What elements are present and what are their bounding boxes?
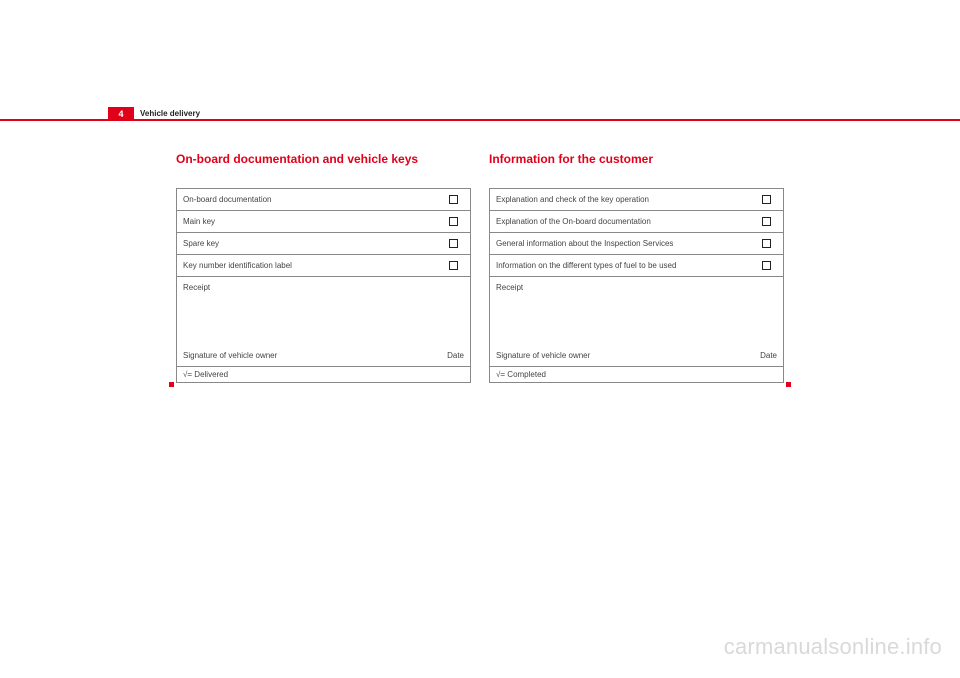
date-label: Date: [447, 351, 464, 360]
table-row: Spare key: [177, 233, 471, 255]
receipt-cell: Receipt Signature of vehicle owner Date: [177, 277, 471, 367]
signature-label: Signature of vehicle owner: [496, 351, 590, 360]
item-label: Main key: [177, 211, 437, 233]
checkbox-cell: [437, 233, 471, 255]
right-column: Information for the customer Explanation…: [489, 152, 784, 383]
item-label: General information about the Inspection…: [490, 233, 750, 255]
left-column: On-board documentation and vehicle keys …: [176, 152, 471, 383]
item-label: Spare key: [177, 233, 437, 255]
item-label: On-board documentation: [177, 189, 437, 211]
page-number: 4: [108, 107, 134, 121]
section-title: Vehicle delivery: [140, 109, 200, 118]
item-label: Explanation and check of the key operati…: [490, 189, 750, 211]
legend-cell: √= Delivered: [177, 367, 471, 383]
table-row: On-board documentation: [177, 189, 471, 211]
legend-row: √= Completed: [490, 367, 784, 383]
signature-label: Signature of vehicle owner: [183, 351, 277, 360]
right-table: Explanation and check of the key operati…: [489, 188, 784, 383]
item-label: Key number identification label: [177, 255, 437, 277]
checkbox-cell: [750, 233, 784, 255]
content-area: On-board documentation and vehicle keys …: [176, 152, 784, 383]
table-row: Information on the different types of fu…: [490, 255, 784, 277]
table-row: Key number identification label: [177, 255, 471, 277]
crop-mark-icon: [786, 382, 791, 387]
crop-mark-icon: [169, 382, 174, 387]
checkbox-icon: [762, 217, 771, 226]
receipt-label: Receipt: [183, 283, 210, 292]
checkbox-icon: [449, 261, 458, 270]
receipt-row: Receipt Signature of vehicle owner Date: [177, 277, 471, 367]
table-row: Main key: [177, 211, 471, 233]
header-rule: [0, 119, 960, 121]
watermark-text: carmanualsonline.info: [724, 634, 942, 660]
legend-cell: √= Completed: [490, 367, 784, 383]
left-table: On-board documentation Main key Spare ke…: [176, 188, 471, 383]
checkbox-icon: [449, 195, 458, 204]
right-heading: Information for the customer: [489, 152, 784, 166]
item-label: Information on the different types of fu…: [490, 255, 750, 277]
checkbox-cell: [750, 211, 784, 233]
page-header: 4 Vehicle delivery: [0, 107, 960, 121]
date-label: Date: [760, 351, 777, 360]
checkbox-cell: [750, 189, 784, 211]
checkbox-cell: [437, 189, 471, 211]
table-row: Explanation of the On-board documentatio…: [490, 211, 784, 233]
checkbox-cell: [750, 255, 784, 277]
checkbox-cell: [437, 211, 471, 233]
left-heading: On-board documentation and vehicle keys: [176, 152, 471, 166]
receipt-cell: Receipt Signature of vehicle owner Date: [490, 277, 784, 367]
signature-row: Signature of vehicle owner Date: [496, 351, 777, 360]
checkbox-cell: [437, 255, 471, 277]
checkbox-icon: [762, 239, 771, 248]
signature-row: Signature of vehicle owner Date: [183, 351, 464, 360]
checkbox-icon: [449, 239, 458, 248]
receipt-row: Receipt Signature of vehicle owner Date: [490, 277, 784, 367]
receipt-label: Receipt: [496, 283, 523, 292]
item-label: Explanation of the On-board documentatio…: [490, 211, 750, 233]
page: 4 Vehicle delivery On-board documentatio…: [0, 0, 960, 678]
checkbox-icon: [762, 261, 771, 270]
table-row: General information about the Inspection…: [490, 233, 784, 255]
checkbox-icon: [449, 217, 458, 226]
table-row: Explanation and check of the key operati…: [490, 189, 784, 211]
legend-row: √= Delivered: [177, 367, 471, 383]
checkbox-icon: [762, 195, 771, 204]
